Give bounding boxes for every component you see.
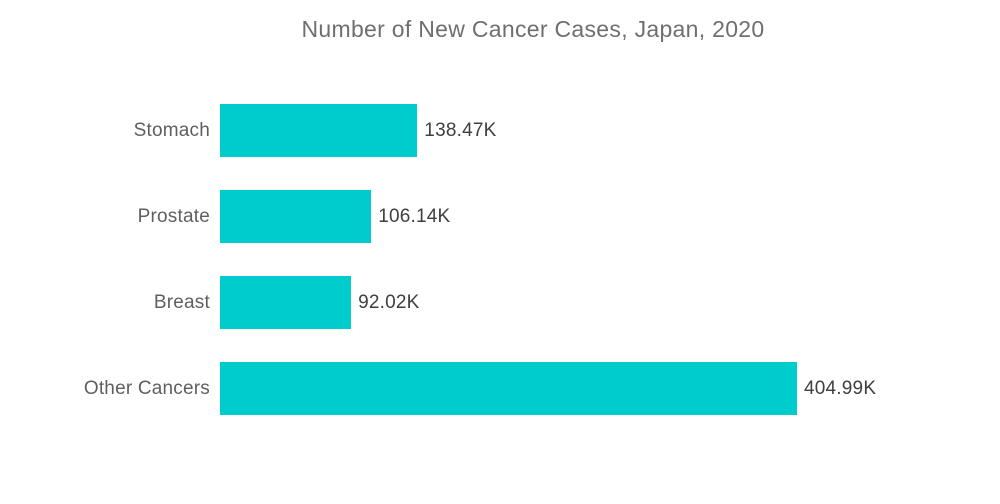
value-label: 404.99K <box>804 377 877 399</box>
value-label: 106.14K <box>378 205 451 227</box>
value-label: 138.47K <box>424 119 497 141</box>
value-label: 92.02K <box>358 291 420 313</box>
category-label: Other Cancers <box>83 377 210 399</box>
bar <box>220 276 352 329</box>
bar <box>220 104 418 157</box>
bar-rows: Stomach 138.47K Prostate 106.14K Breast … <box>0 104 1000 415</box>
bar-row: Stomach 138.47K <box>0 104 1000 157</box>
category-label: Prostate <box>137 205 210 227</box>
bar-row: Breast 92.02K <box>0 276 1000 329</box>
category-label: Stomach <box>133 119 210 141</box>
bar <box>220 190 372 243</box>
chart-title: Number of New Cancer Cases, Japan, 2020 <box>301 16 765 42</box>
bar-row: Prostate 106.14K <box>0 190 1000 243</box>
category-label: Breast <box>153 291 210 313</box>
bar-row: Other Cancers 404.99K <box>0 362 1000 415</box>
bar <box>220 362 797 415</box>
